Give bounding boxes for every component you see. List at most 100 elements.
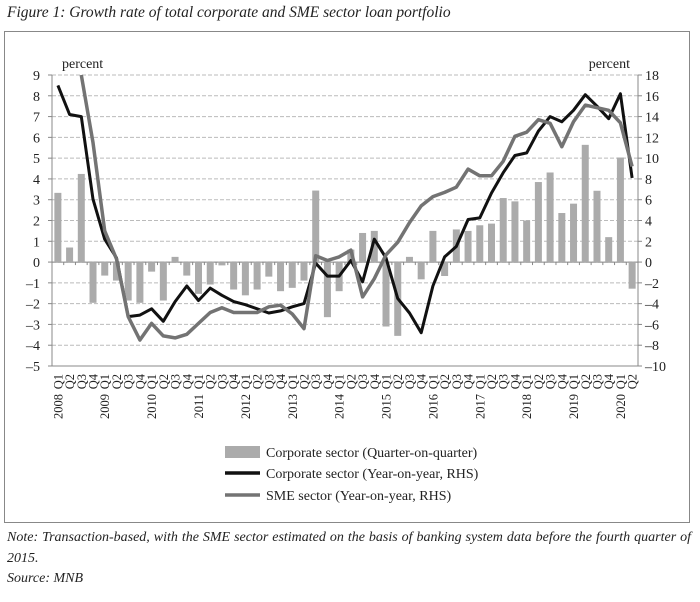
right-tick-label: 14 [645, 111, 659, 126]
left-tick-label: –2 [25, 298, 40, 313]
x-quarter-label: Q3 [403, 374, 417, 389]
bar-corporate-qoq [429, 230, 437, 263]
x-quarter-label: Q4 [321, 373, 335, 389]
x-quarter-label: Q4 [180, 373, 194, 389]
legend-label: Corporate sector (Year-on-year, RHS) [266, 467, 479, 482]
bar-corporate-qoq [265, 262, 273, 277]
bar-corporate-qoq [558, 213, 566, 263]
x-quarter-label: Q3 [309, 374, 323, 389]
left-tick-label: –4 [25, 339, 40, 354]
right-axis-label: percent [589, 57, 630, 72]
left-tick-label: 3 [33, 194, 40, 209]
right-tick-label: –8 [644, 339, 659, 354]
bar-corporate-qoq [605, 237, 613, 263]
right-tick-label: 6 [645, 194, 652, 209]
bar-corporate-qoq [546, 172, 554, 263]
left-tick-label: 7 [33, 111, 40, 126]
x-quarter-label: Q4 [415, 373, 429, 389]
x-quarter-label: Q4 [274, 373, 288, 389]
figure-title: Figure 1: Growth rate of total corporate… [7, 4, 451, 21]
right-tick-label: –2 [644, 277, 659, 292]
left-tick-label: 6 [33, 131, 40, 146]
right-tick-label: 16 [645, 90, 659, 105]
bar-corporate-qoq [581, 144, 589, 263]
left-tick-label: 8 [33, 90, 40, 105]
x-quarter-label: Q3 [356, 374, 370, 389]
bar-corporate-qoq [230, 262, 238, 290]
x-quarter-label: Q2 [204, 374, 218, 389]
bar-corporate-qoq [312, 190, 320, 263]
x-quarter-label: Q3 [75, 374, 89, 389]
legend-label: SME sector (Year-on-year, RHS) [266, 489, 451, 504]
bar-corporate-qoq [570, 203, 578, 263]
x-year-label: 2016 [426, 394, 440, 419]
right-tick-label: 2 [645, 235, 652, 250]
bar-corporate-qoq [523, 220, 531, 263]
x-quarter-label: Q4 [227, 373, 241, 389]
x-quarter-label: Q3 [122, 374, 136, 389]
bar-corporate-qoq [66, 247, 74, 263]
right-tick-label: 10 [645, 152, 659, 167]
bar-corporate-qoq [206, 262, 214, 285]
bar-corporate-qoq [89, 262, 97, 303]
bar-corporate-qoq [148, 262, 156, 272]
bar-corporate-qoq [253, 262, 261, 290]
x-quarter-label: Q1 [426, 374, 440, 389]
x-quarter-label: Q2 [485, 374, 499, 389]
x-quarter-label: Q1 [192, 374, 206, 389]
x-year-label: 2008 [51, 394, 65, 419]
bar-corporate-qoq [183, 262, 191, 276]
right-tick-label: 18 [645, 69, 659, 84]
bar-corporate-qoq [136, 262, 144, 303]
x-quarter-label: Q2 [251, 374, 265, 389]
bar-corporate-qoq [171, 256, 179, 263]
x-quarter-label: Q1 [239, 374, 253, 389]
right-tick-label: 12 [645, 131, 659, 146]
right-tick-label: –6 [644, 318, 659, 333]
bar-corporate-qoq [616, 157, 624, 263]
bar-corporate-qoq [359, 232, 367, 263]
right-tick-label: 8 [645, 173, 652, 188]
x-quarter-label: Q2 [438, 374, 452, 389]
x-quarter-label: Q4 [368, 373, 382, 389]
chart-note: Note: Transaction-based, with the SME se… [7, 530, 691, 566]
bar-corporate-qoq [511, 201, 519, 263]
bar-corporate-qoq [593, 190, 601, 263]
x-year-label: 2010 [145, 394, 159, 419]
bar-corporate-qoq [101, 262, 109, 276]
left-axis-label: percent [62, 57, 103, 72]
x-quarter-label: Q2 [532, 374, 546, 389]
x-quarter-label: Q2 [391, 374, 405, 389]
x-quarter-label: Q3 [215, 374, 229, 389]
x-quarter-label: Q3 [590, 374, 604, 389]
bar-corporate-qoq [534, 182, 542, 263]
bar-corporate-qoq [323, 262, 331, 318]
bar-corporate-qoq [417, 262, 425, 280]
x-quarter-label: Q4 [133, 373, 147, 389]
x-year-label: 2020 [614, 394, 628, 419]
left-tick-label: 0 [33, 256, 40, 271]
legend-swatch-bar [225, 446, 260, 458]
x-quarter-label: Q2 [157, 374, 171, 389]
x-year-label: 2012 [239, 394, 253, 419]
left-tick-label: –5 [25, 360, 40, 375]
bar-corporate-qoq [241, 262, 249, 296]
chart-frame [4, 31, 690, 523]
bar-corporate-qoq [464, 230, 472, 263]
x-quarter-label: Q1 [567, 374, 581, 389]
x-quarter-label: Q1 [473, 374, 487, 389]
bar-corporate-qoq [628, 262, 636, 289]
right-tick-label: –4 [644, 298, 659, 313]
x-quarter-label: Q2 [297, 374, 311, 389]
x-year-label: 2009 [98, 394, 112, 419]
x-year-label: 2013 [286, 394, 300, 419]
x-year-label: 2017 [473, 394, 487, 419]
x-quarter-label: Q1 [286, 374, 300, 389]
x-quarter-label: Q4 [87, 373, 101, 389]
x-quarter-label: Q1 [51, 374, 65, 389]
bar-corporate-qoq [476, 225, 484, 263]
x-quarter-label: Q1 [333, 374, 347, 389]
x-quarter-label: Q4 [508, 373, 522, 389]
x-year-label: 2019 [567, 394, 581, 419]
bar-corporate-qoq [195, 262, 202, 294]
